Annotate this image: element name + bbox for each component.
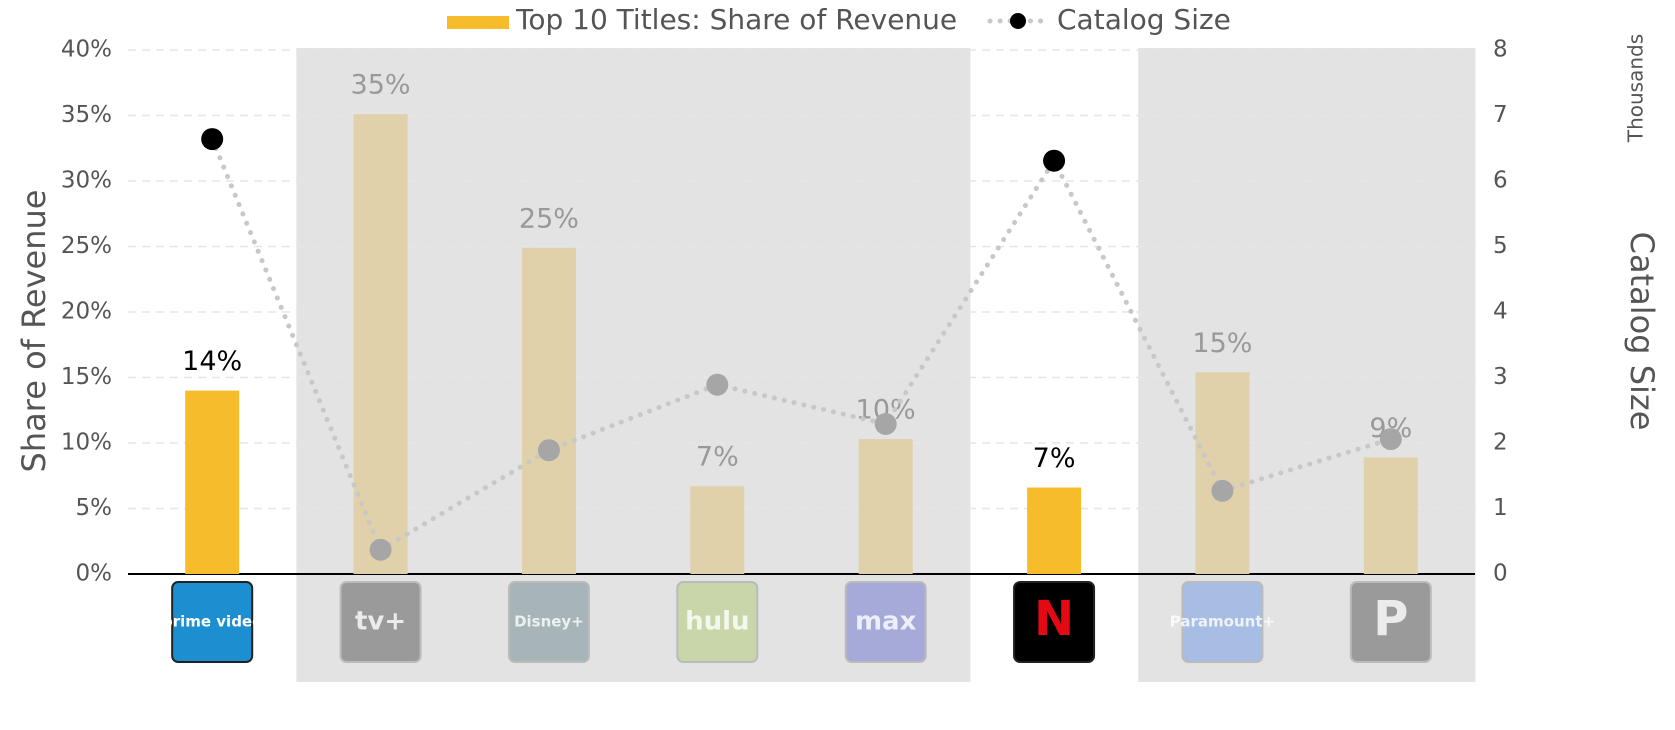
bar (521, 247, 576, 574)
point (201, 128, 224, 151)
bar (858, 439, 913, 574)
logo (507, 581, 590, 663)
bar (1195, 372, 1250, 574)
logo-label: prime video (162, 613, 262, 631)
y2-tick-label: 3 (1493, 364, 1508, 390)
logo (339, 581, 422, 663)
background-bands (296, 48, 1476, 682)
data-label: 7% (1033, 443, 1076, 474)
background-band (633, 48, 802, 682)
line (209, 136, 1394, 554)
logo (676, 581, 759, 663)
logo-label: P (1373, 591, 1408, 647)
y2-tick-label: 4 (1493, 299, 1508, 325)
data-label: 25% (519, 203, 579, 234)
background-band (1306, 48, 1476, 682)
data-label: 35% (351, 70, 411, 101)
bar (690, 486, 745, 574)
data-label: 15% (1192, 328, 1252, 359)
logo-label: max (855, 607, 917, 637)
bar (1363, 457, 1418, 574)
logo (1181, 581, 1264, 663)
logo-label: N (1034, 591, 1074, 647)
logo (844, 581, 927, 663)
y2-tick-label: 8 (1493, 37, 1508, 63)
point (537, 439, 560, 462)
data-label: 14% (182, 346, 242, 377)
bar (185, 390, 240, 574)
legend-marker (1010, 13, 1026, 29)
y-tick-label: 40% (61, 37, 112, 63)
logo-label: Paramount+ (1170, 613, 1275, 631)
logo-label: hulu (685, 607, 749, 637)
legend-swatch (447, 16, 509, 29)
y-tick-label: 10% (61, 430, 112, 456)
data-label: 7% (696, 442, 739, 473)
point (369, 538, 392, 561)
logo-label: Disney+ (514, 613, 584, 631)
legend-label: Catalog Size (1057, 3, 1231, 36)
y-tick-label: 5% (76, 495, 113, 521)
background-band (1138, 48, 1308, 682)
bar (353, 114, 408, 574)
logo (171, 581, 254, 663)
y2-tick-label: 7 (1493, 102, 1508, 128)
y2-tick-label: 1 (1493, 495, 1508, 521)
y-tick-label: 20% (61, 299, 112, 325)
point (706, 373, 729, 396)
background-band (801, 48, 971, 682)
y2-tick-label: 0 (1493, 561, 1508, 587)
y-tick-label: 25% (61, 233, 112, 259)
y-axis-title: Share of Revenue (15, 190, 53, 473)
point (1379, 428, 1402, 451)
point (1043, 149, 1066, 172)
point (874, 413, 897, 436)
y2-tick-label: 6 (1493, 168, 1508, 194)
y2-axis-title: Catalog Size (1623, 232, 1661, 431)
logo (1349, 581, 1432, 663)
y-tick-label: 0% (76, 561, 113, 587)
logo (1013, 581, 1096, 663)
legend-label: Top 10 Titles: Share of Revenue (515, 3, 957, 36)
y2-tick-label: 5 (1493, 233, 1508, 259)
y-tick-label: 30% (61, 168, 112, 194)
y-tick-label: 15% (61, 364, 112, 390)
point (1211, 479, 1234, 502)
y2-tick-label: 2 (1493, 430, 1508, 456)
logo-label: tv+ (355, 607, 406, 637)
y-tick-label: 35% (61, 102, 112, 128)
y2-unit: Thousands (1624, 34, 1648, 143)
bar (1027, 487, 1082, 574)
